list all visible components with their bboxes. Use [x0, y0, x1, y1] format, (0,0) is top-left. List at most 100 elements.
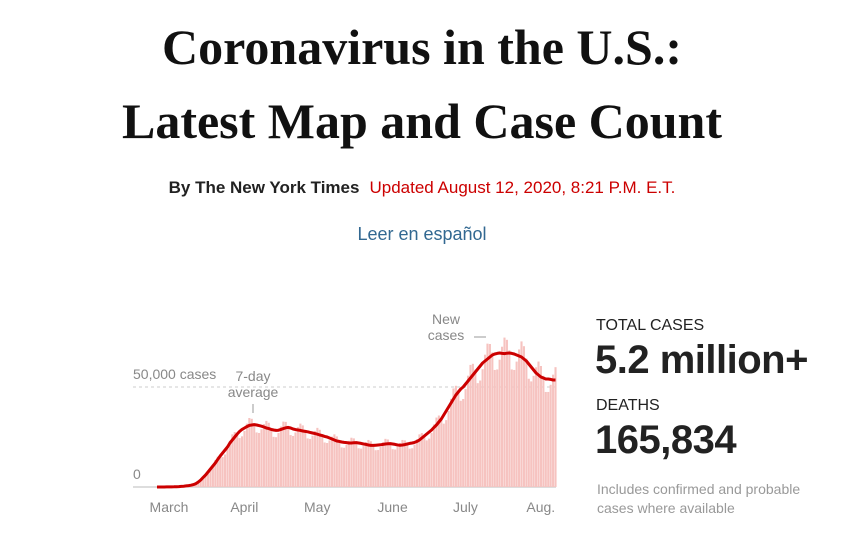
bar: [253, 423, 256, 487]
bar: [542, 375, 545, 487]
bar: [398, 443, 402, 487]
bar: [413, 444, 416, 487]
bar: [437, 415, 440, 487]
bar: [532, 375, 535, 487]
bar: [372, 444, 375, 487]
bar: [452, 388, 455, 487]
bar: [350, 437, 353, 487]
bar: [299, 423, 302, 487]
bar: [209, 469, 212, 487]
bar: [326, 443, 329, 487]
stat-label: DEATHS: [596, 397, 660, 414]
bar: [238, 438, 241, 487]
bar: [311, 435, 314, 487]
bar: [394, 449, 397, 487]
bar: [423, 434, 426, 487]
bar: [214, 460, 217, 487]
x-tick-label: March: [150, 499, 189, 515]
bar: [520, 341, 523, 487]
bar: [287, 426, 290, 487]
bar: [369, 441, 372, 487]
bar: [294, 432, 297, 487]
bar: [484, 354, 487, 487]
bar: [204, 476, 207, 487]
bar: [272, 436, 275, 487]
byline-row: By The New York Times Updated August 12, …: [0, 178, 844, 198]
bar: [549, 384, 552, 487]
bar: [469, 364, 472, 487]
bar: [522, 346, 525, 487]
bar: [386, 439, 389, 487]
bar: [505, 339, 508, 487]
bar: [530, 381, 533, 487]
bar: [347, 440, 351, 487]
bar: [231, 434, 234, 487]
bar: [309, 438, 312, 487]
bar: [552, 374, 555, 487]
bar: [241, 436, 244, 487]
bar: [408, 448, 411, 487]
stat-label: TOTAL CASES: [596, 317, 705, 334]
bar: [328, 440, 331, 487]
x-tick-label: April: [230, 499, 258, 515]
language-link[interactable]: Leer en español: [357, 224, 487, 244]
bar: [457, 390, 460, 487]
bar: [289, 435, 292, 487]
bar: [282, 421, 285, 487]
bar: [449, 398, 453, 487]
bar: [223, 454, 227, 487]
bar: [206, 473, 210, 487]
bar: [277, 433, 280, 487]
bar: [459, 400, 462, 487]
bar: [501, 346, 504, 487]
bar: [267, 422, 270, 487]
timestamp: Updated August 12, 2020, 8:21 P.M. E.T.: [369, 178, 676, 197]
bar: [391, 449, 394, 487]
bar: [406, 443, 409, 487]
bar: [323, 442, 326, 487]
bar: [260, 429, 263, 487]
bar: [503, 337, 506, 487]
bar: [343, 447, 346, 487]
stat-note: Includes confirmed and probable cases wh…: [597, 481, 801, 516]
bar: [226, 449, 229, 487]
bar: [335, 436, 338, 487]
bar: [527, 378, 530, 487]
headline: Latest Map and Case Count: [121, 93, 723, 149]
bar: [481, 369, 484, 487]
bar: [435, 417, 438, 487]
bar: [255, 432, 258, 487]
bar: [330, 436, 334, 487]
byline: By The New York Times: [168, 178, 360, 197]
bar: [345, 444, 348, 487]
bar: [306, 438, 309, 487]
bar: [211, 464, 214, 487]
bar: [401, 439, 404, 487]
bar: [258, 432, 261, 487]
bar: [479, 380, 482, 487]
bar: [364, 442, 368, 487]
bar: [304, 430, 307, 487]
bar: [403, 440, 406, 487]
bar: [250, 418, 253, 487]
bar: [488, 344, 491, 487]
bar: [411, 448, 414, 487]
bar: [462, 399, 465, 487]
bar: [498, 359, 501, 487]
bar: [547, 391, 550, 487]
bar: [219, 455, 222, 487]
bar: [352, 438, 355, 487]
bar: [445, 420, 448, 487]
bar: [515, 361, 518, 487]
bar: [471, 363, 474, 487]
bar: [440, 417, 443, 487]
x-tick-label: May: [304, 499, 330, 515]
bar: [233, 432, 236, 487]
bar: [355, 441, 358, 487]
bar: [418, 434, 421, 487]
bar: [377, 450, 380, 487]
y-tick-label: 50,000 cases: [133, 366, 216, 382]
bar: [513, 369, 516, 487]
